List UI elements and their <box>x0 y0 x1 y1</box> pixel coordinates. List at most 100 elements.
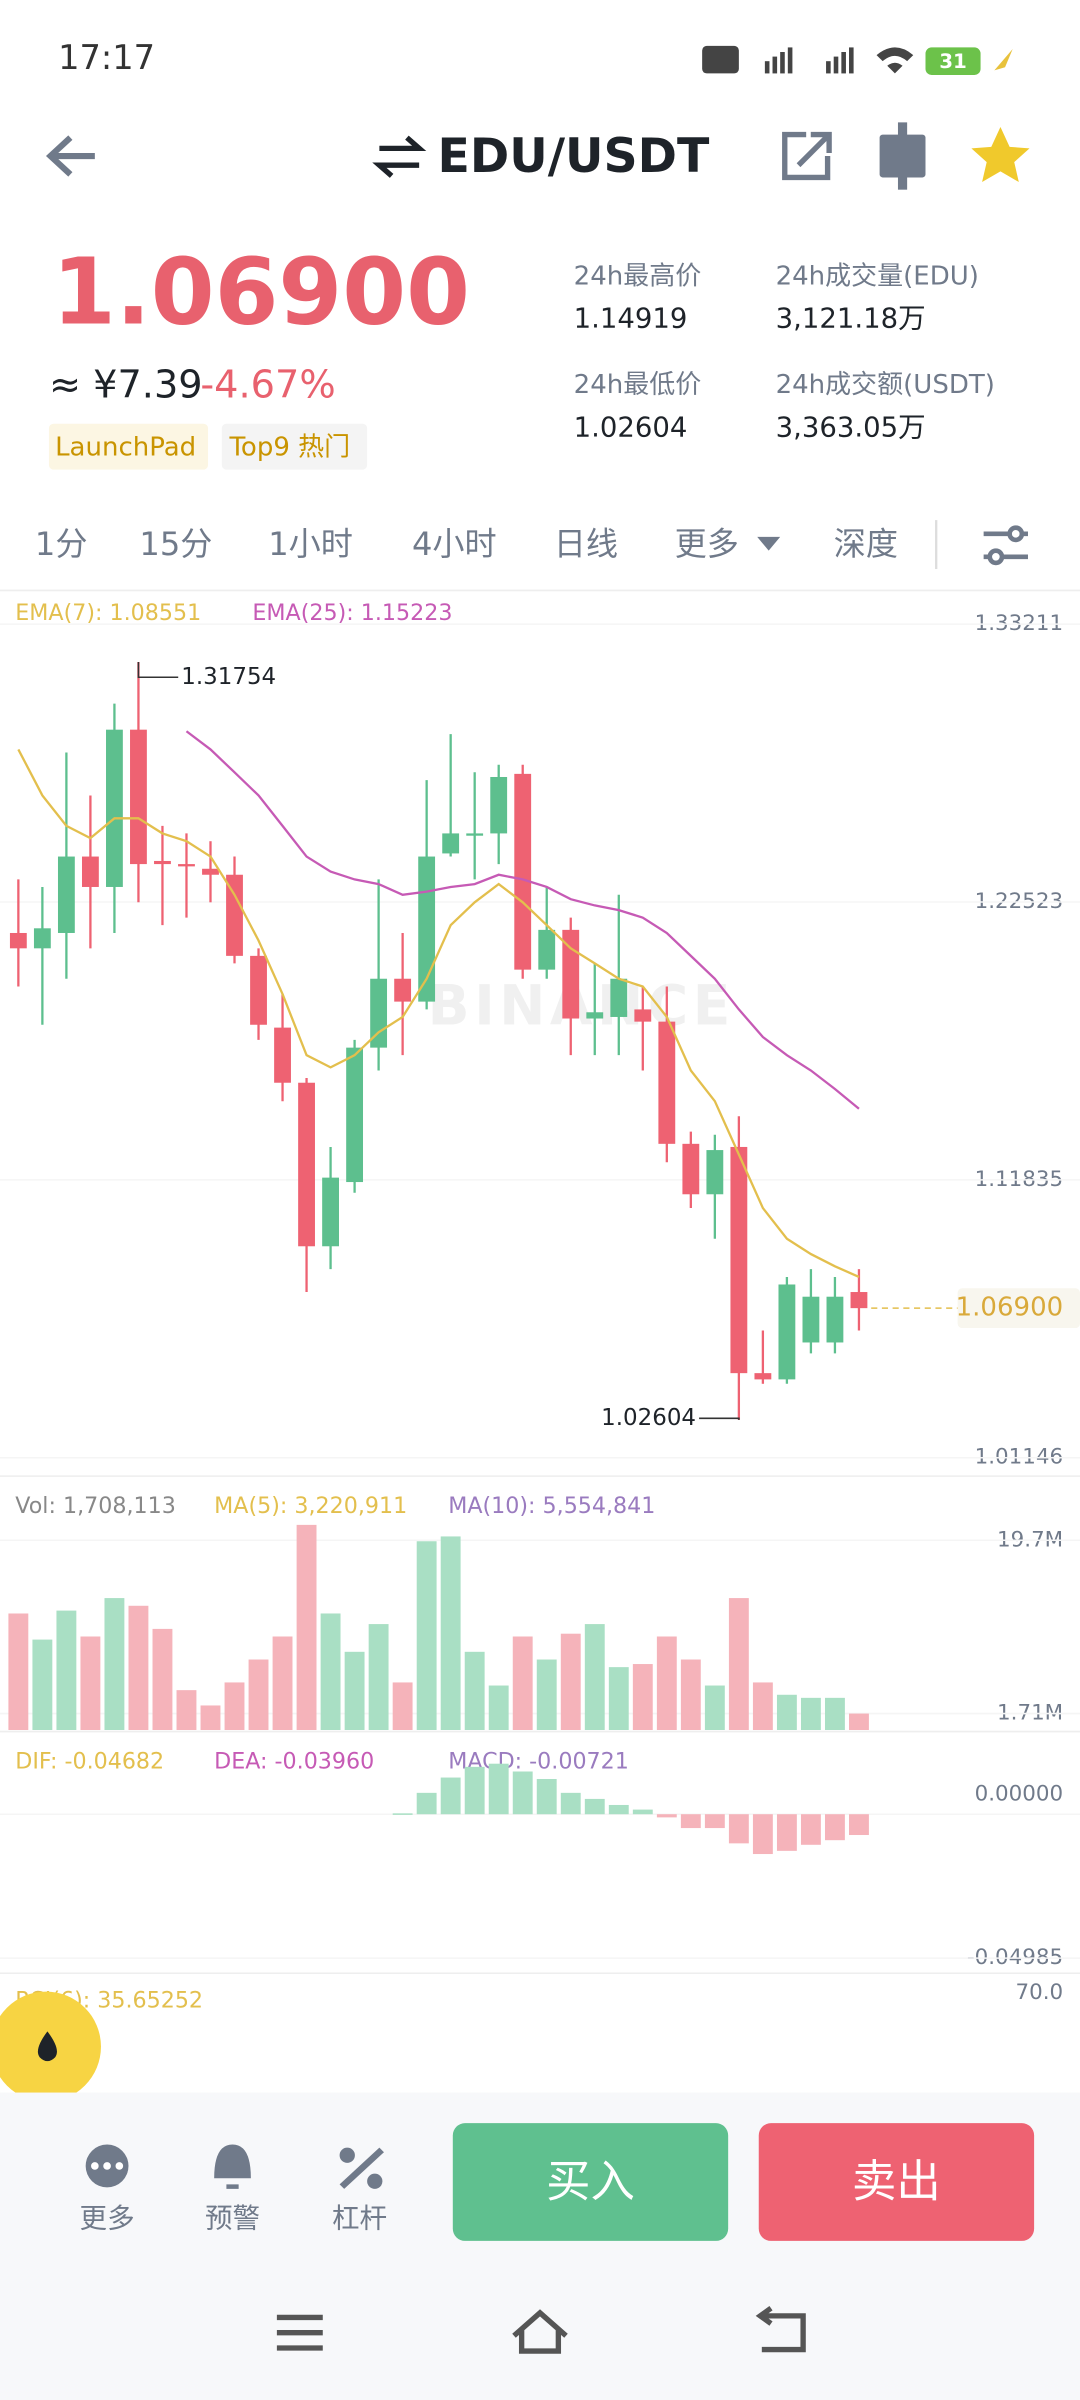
interval-tab[interactable]: 深度 <box>834 525 898 563</box>
annotation-line <box>699 1417 740 1420</box>
tag[interactable]: Top9 热门 <box>228 433 350 463</box>
annotation: 1.31754 <box>181 664 276 690</box>
share-button[interactable] <box>782 131 832 181</box>
legend-entry: Vol: 1,708,113 <box>15 1493 176 1519</box>
y-tick-label: 0.00000 <box>975 1781 1064 1806</box>
tag[interactable]: LaunchPad <box>55 433 196 463</box>
buy-label[interactable]: 买入 <box>546 2156 635 2207</box>
volume-bar <box>824 1697 845 1731</box>
volume-bar <box>608 1667 629 1731</box>
volume-bar <box>440 1536 461 1731</box>
volume-bar <box>584 1624 605 1731</box>
y-tick-label: 70.0 <box>1015 1980 1063 2005</box>
candle-body <box>490 776 508 834</box>
candle-body <box>658 1021 676 1144</box>
volume-bar <box>176 1690 197 1731</box>
macd-bar <box>488 1763 509 1815</box>
price-change: -4.67% <box>200 363 335 407</box>
volume-bar <box>704 1685 725 1731</box>
bottom-item[interactable]: 更多 <box>80 2203 135 2235</box>
battery-level: 31 <box>939 50 967 73</box>
candle-body <box>130 729 147 865</box>
stat-label: 24h成交额(USDT) <box>776 370 995 400</box>
candle-body <box>586 1012 604 1019</box>
charts: EMA(7): 1.08551 EMA(25): 1.15223 1.332111.… <box>0 600 1080 2013</box>
candle-body <box>106 729 123 887</box>
macd-bar <box>752 1814 773 1855</box>
volume-bar <box>224 1682 245 1731</box>
volume-bar <box>56 1610 77 1731</box>
tag-bg <box>48 423 209 470</box>
bottom-item[interactable]: 杠杆 <box>332 2203 387 2235</box>
candle-body <box>706 1150 724 1195</box>
candle-body <box>778 1284 796 1380</box>
interval-tab[interactable]: 15分 <box>139 525 212 563</box>
legend-entry: DEA: -0.03960 <box>214 1749 374 1775</box>
status-time: 17:17 <box>58 38 155 77</box>
ema-line <box>17 748 860 1278</box>
volume-bar <box>320 1613 341 1731</box>
candle-body <box>514 773 532 970</box>
volume-bar <box>368 1624 389 1731</box>
pair-title[interactable]: EDU/USDT <box>438 129 711 184</box>
volume-bar <box>248 1659 269 1731</box>
back-button[interactable] <box>45 135 95 177</box>
volume-bar <box>800 1697 821 1731</box>
legend-entry: MA(5): 3,220,911 <box>214 1493 407 1519</box>
candle-body <box>33 928 51 949</box>
volume-bar <box>488 1685 509 1731</box>
nav-menu[interactable] <box>276 2314 323 2351</box>
interval-tab[interactable]: 更多 <box>675 525 739 563</box>
volume-bar <box>8 1613 29 1731</box>
watermark: BINANCE <box>428 974 735 1038</box>
volume-bar <box>464 1651 485 1731</box>
annotation: 1.02604 <box>601 1405 696 1431</box>
candle-body <box>178 864 195 867</box>
stat-value: 1.02604 <box>574 411 688 443</box>
volume-bar <box>272 1636 293 1731</box>
sell-label[interactable]: 卖出 <box>852 2156 941 2207</box>
volume-bar <box>392 1682 413 1731</box>
interval-tab[interactable]: 日线 <box>554 525 618 563</box>
layout-button[interactable] <box>879 122 926 190</box>
stat-value: 3,121.18万 <box>776 303 926 335</box>
macd-bar <box>632 1809 653 1815</box>
settings-button[interactable] <box>983 525 1028 566</box>
bottom-item[interactable]: 预警 <box>205 2203 260 2235</box>
macd-bar <box>560 1792 581 1815</box>
stat-label: 24h最高价 <box>574 261 702 291</box>
candle-body <box>81 856 99 887</box>
interval-tab[interactable]: 1小时 <box>268 525 353 563</box>
candle-body <box>610 978 628 1017</box>
macd-bar <box>536 1778 557 1815</box>
favorite-button[interactable] <box>971 126 1030 183</box>
macd-bar <box>728 1814 749 1844</box>
macd-bar <box>464 1766 485 1815</box>
volume-bar <box>152 1628 173 1731</box>
legend-entry: MA(10): 5,554,841 <box>448 1493 655 1519</box>
candle-body <box>346 1047 364 1183</box>
interval-tab[interactable]: 4小时 <box>412 525 497 563</box>
volume-bar <box>728 1598 749 1731</box>
tag-bg <box>221 423 368 470</box>
candle-body <box>730 1146 748 1374</box>
nav-home[interactable] <box>512 2309 568 2354</box>
swap-icon[interactable] <box>372 135 427 178</box>
volume-bar <box>680 1659 701 1731</box>
macd-bar <box>416 1792 437 1815</box>
candle-body <box>274 1027 291 1083</box>
candle-body <box>202 868 219 875</box>
sell-button[interactable] <box>758 2123 1035 2241</box>
macd-bar <box>776 1814 797 1851</box>
interval-tab[interactable]: 1分 <box>35 525 88 563</box>
last-price-label: 1.06900 <box>956 1293 1064 1323</box>
buy-button[interactable] <box>452 2123 729 2241</box>
candle-body <box>226 874 243 956</box>
stat-label: 24h最低价 <box>574 370 702 400</box>
annotation-line <box>137 661 179 679</box>
candle-body <box>634 1009 652 1022</box>
stat-value: 3,363.05万 <box>776 411 926 443</box>
volume-bar <box>849 1713 869 1731</box>
dropdown-arrow <box>757 536 781 551</box>
nav-back[interactable] <box>755 2306 806 2353</box>
